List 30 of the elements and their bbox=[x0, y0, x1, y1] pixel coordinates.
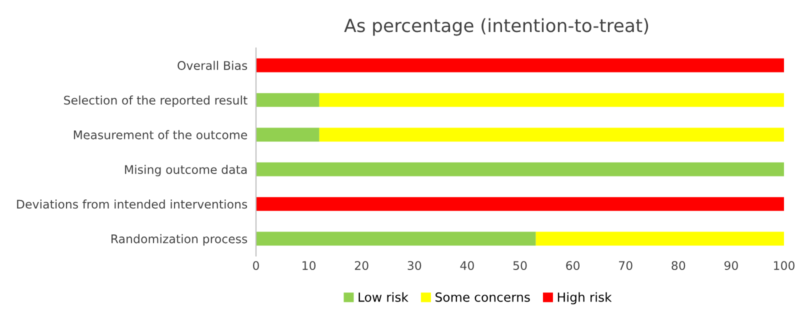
y-tick-label: Deviations from intended interventions bbox=[17, 200, 248, 209]
legend-label: Some concerns bbox=[436, 292, 530, 302]
chart-title: As percentage (intention-to-treat) bbox=[344, 18, 648, 36]
bar bbox=[256, 197, 784, 211]
y-tick-label: Mising outcome data bbox=[125, 164, 247, 176]
x-tick-label: 40 bbox=[460, 261, 474, 270]
x-tick-label: 90 bbox=[724, 261, 738, 270]
bar bbox=[319, 128, 784, 142]
x-tick-label: 70 bbox=[619, 261, 632, 270]
x-tick-label: 80 bbox=[672, 261, 686, 270]
legend-label: High risk bbox=[558, 292, 612, 304]
bar bbox=[256, 58, 784, 72]
x-tick-label: 10 bbox=[302, 261, 316, 270]
y-tick-label: Randomization process bbox=[112, 234, 248, 246]
x-tick-label: 30 bbox=[408, 261, 422, 270]
x-tick-label: 20 bbox=[354, 261, 368, 270]
x-tick-label: 0 bbox=[253, 261, 259, 270]
y-tick-label: Overall Bias bbox=[178, 60, 248, 70]
y-tick-label: Selection of the reported result bbox=[64, 96, 248, 107]
bar bbox=[256, 232, 536, 246]
y-tick-label: Measurement of the outcome bbox=[74, 130, 248, 140]
bar bbox=[319, 93, 784, 107]
x-tick-label: 60 bbox=[566, 261, 580, 270]
bar bbox=[256, 128, 320, 142]
x-tick-label: 100 bbox=[774, 261, 794, 270]
bar bbox=[256, 93, 320, 107]
bar bbox=[536, 232, 784, 246]
legend-label: Low risk bbox=[358, 292, 408, 302]
bar bbox=[256, 162, 784, 176]
x-tick-label: 50 bbox=[513, 261, 527, 270]
